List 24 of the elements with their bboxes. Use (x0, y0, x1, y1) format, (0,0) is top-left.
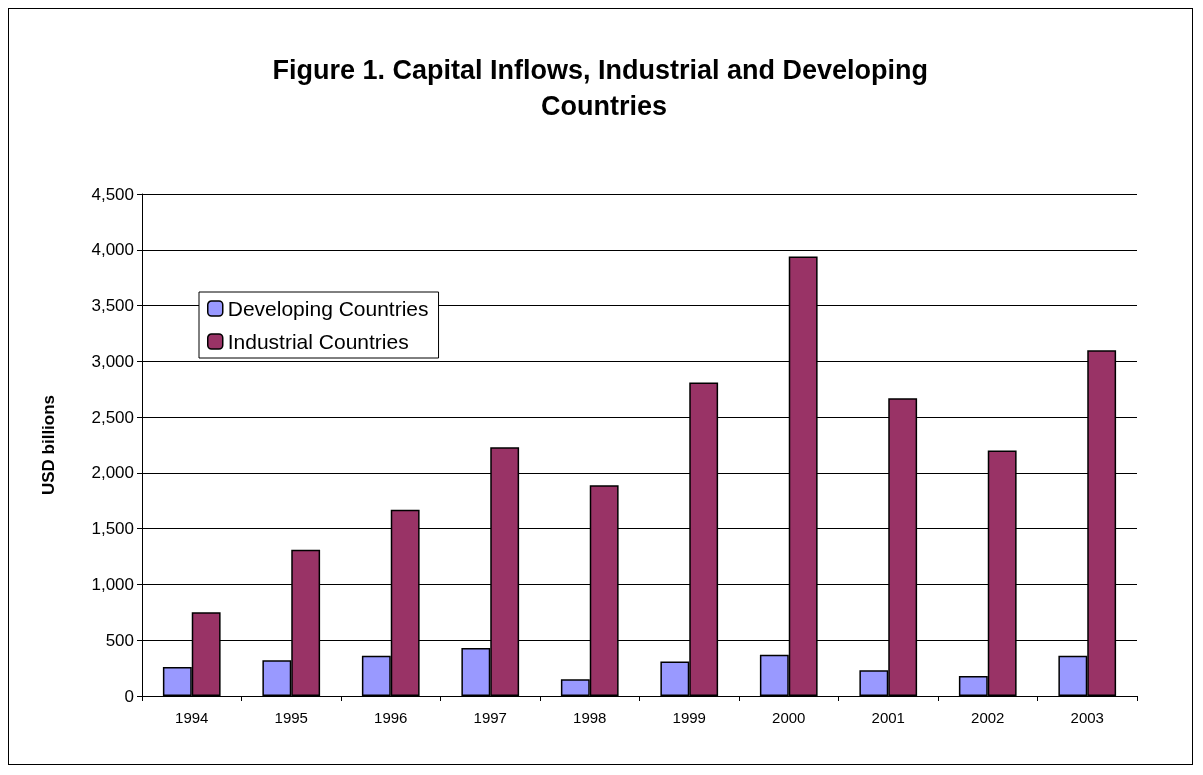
y-tick-label: 3,000 (91, 351, 134, 371)
legend-label: Industrial Countries (227, 330, 409, 353)
x-tick-label: 1996 (374, 709, 408, 726)
y-tick-label: 1,000 (91, 574, 134, 594)
y-tick-label: 0 (124, 686, 134, 706)
x-tick-label: 2000 (772, 709, 806, 726)
y-tick-label: 2,500 (91, 407, 134, 427)
y-tick-label: 500 (105, 630, 134, 650)
chart-title: Figure 1. Capital Inflows, Industrial and Developing Countries (272, 55, 936, 121)
x-tick-label: 2002 (971, 709, 1005, 726)
y-tick-label: 4,000 (91, 240, 134, 260)
x-tick-label: 1997 (473, 709, 507, 726)
y-tick-label: 1,500 (91, 519, 134, 539)
legend-label: Developing Countries (227, 297, 429, 320)
x-tick-label: 2003 (1070, 709, 1104, 726)
x-tick-label: 1998 (573, 709, 607, 726)
y-axis-title: USD billions (39, 394, 58, 496)
x-tick-label: 2001 (871, 709, 905, 726)
x-tick-label: 1994 (175, 709, 209, 726)
y-tick-label: 2,000 (91, 463, 134, 483)
x-tick-label: 1999 (672, 709, 706, 726)
x-tick-label: 1995 (274, 709, 308, 726)
y-tick-label: 4,500 (91, 184, 134, 204)
y-tick-label: 3,500 (91, 296, 134, 316)
